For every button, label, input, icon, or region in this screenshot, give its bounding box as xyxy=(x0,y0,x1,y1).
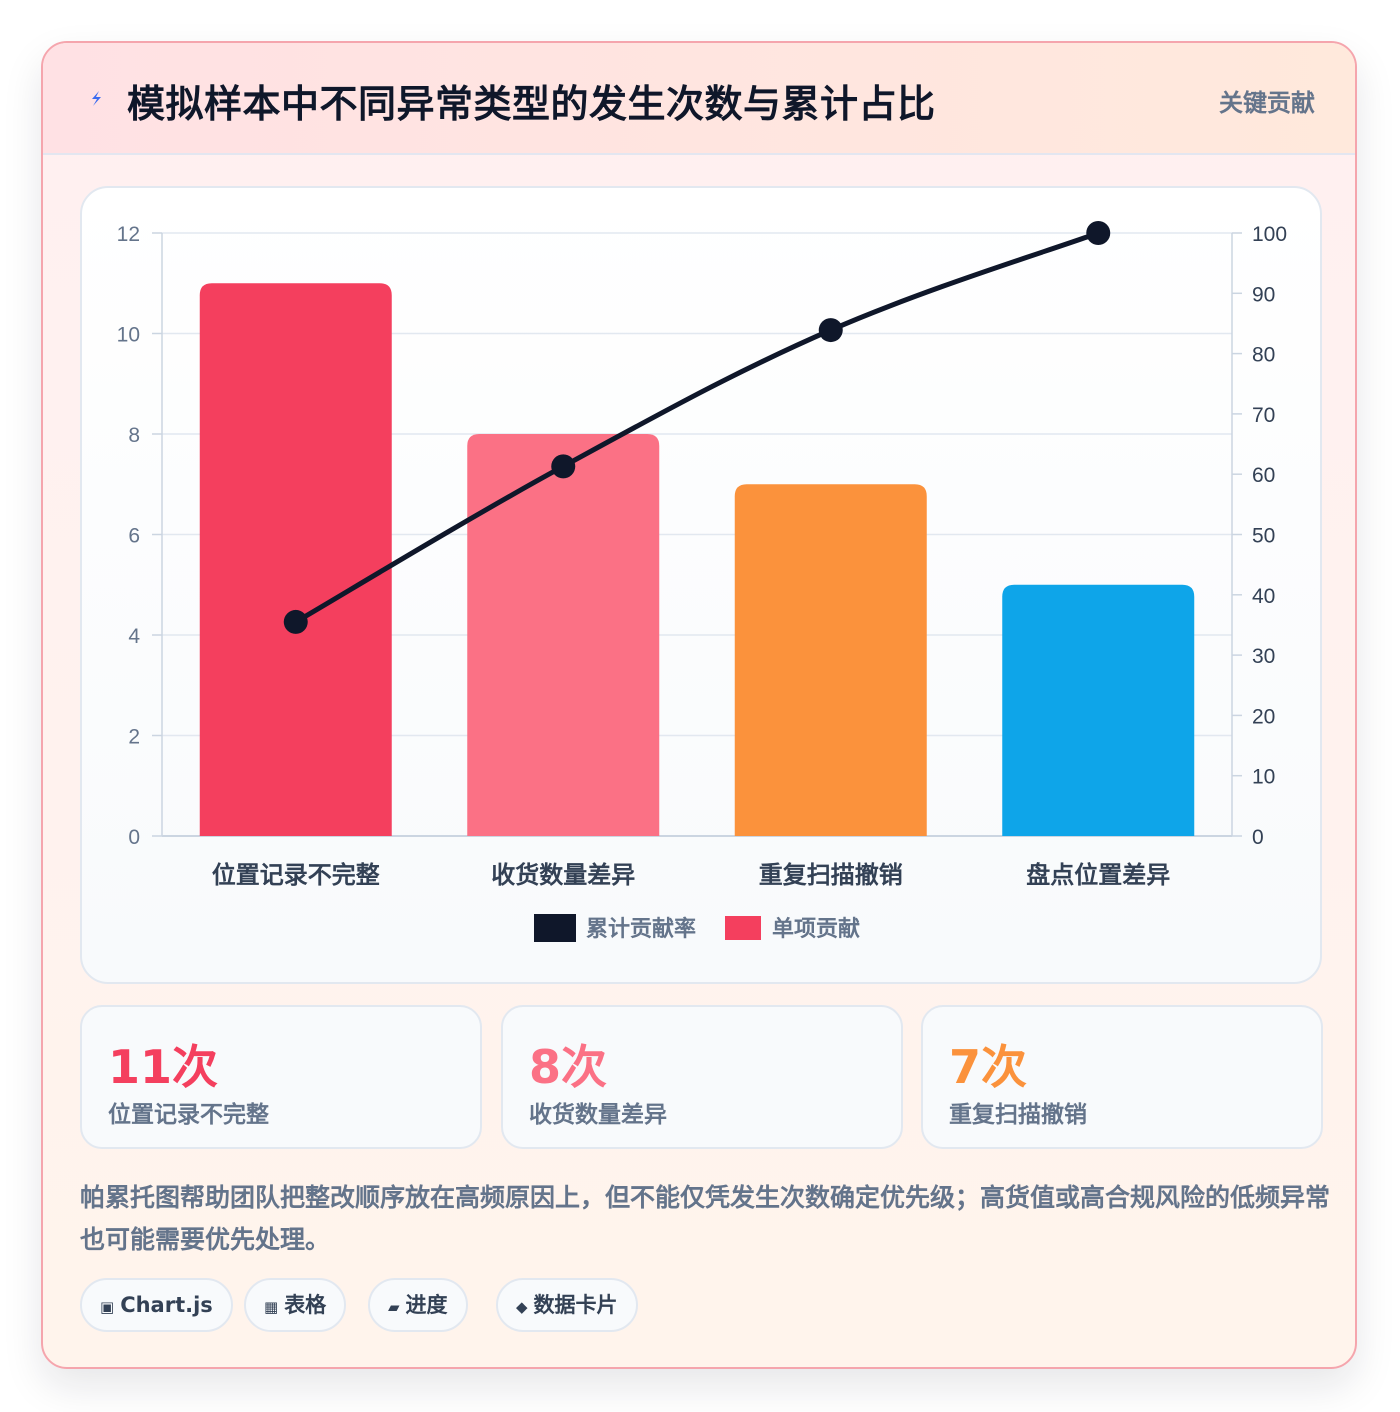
cumulative-point-1 xyxy=(283,609,308,634)
table-icon: ▦ xyxy=(264,1298,279,1316)
left-tick-label: 4 xyxy=(128,625,140,648)
pareto-card: 模拟样本中不同异常类型的发生次数与累计占比 关键贡献 0 2 4 6 8 10 12 0 10 2… xyxy=(41,41,1357,1369)
left-tick-label: 12 xyxy=(117,223,140,246)
stat-label: 重复扫描撤销 xyxy=(949,1102,1087,1128)
right-tick-label: 70 xyxy=(1252,404,1275,427)
legend-label-cumulative: 累计贡献率 xyxy=(586,916,696,942)
stat-value: 7次 xyxy=(949,1040,1028,1094)
chart-title: 模拟样本中不同异常类型的发生次数与累计占比 xyxy=(127,82,936,126)
stat-value: 11次 xyxy=(108,1040,219,1094)
bar-1 xyxy=(199,283,392,836)
right-tick-label: 0 xyxy=(1252,826,1264,849)
lightning-icon xyxy=(92,91,101,106)
tag-label: 数据卡片 xyxy=(533,1293,618,1317)
header-tag: 关键贡献 xyxy=(1219,89,1315,117)
cumulative-line xyxy=(293,230,1101,625)
right-tick-label: 20 xyxy=(1252,705,1275,728)
right-tick-label: 40 xyxy=(1252,585,1275,608)
tag-label: 表格 xyxy=(284,1293,327,1317)
card-header: 模拟样本中不同异常类型的发生次数与累计占比 关键贡献 xyxy=(43,43,1355,155)
chart-icon: ▣ xyxy=(100,1298,115,1316)
pareto-chart: 0 2 4 6 8 10 12 0 10 20 30 40 50 60 70 80 90 100 位置记录不完整 收货… xyxy=(117,221,1287,942)
right-tick-label: 10 xyxy=(1252,766,1275,789)
right-tick-label: 50 xyxy=(1252,525,1275,548)
progress-icon: ▰ xyxy=(388,1298,400,1316)
tag-label: Chart.js xyxy=(120,1293,213,1317)
tag-progress[interactable]: ▰ 进度 xyxy=(368,1278,468,1332)
right-tick-label: 60 xyxy=(1252,464,1275,487)
tag-label: 进度 xyxy=(405,1293,448,1317)
bar-4 xyxy=(1002,584,1195,836)
cumulative-point-2 xyxy=(551,454,576,479)
x-tick-label: 收货数量差异 xyxy=(491,861,635,889)
diamond-icon: ◆ xyxy=(516,1298,528,1316)
chart-panel: 0 2 4 6 8 10 12 0 10 20 30 40 50 60 70 80 90 100 位置记录不完整 收货… xyxy=(80,186,1322,984)
insight-note: 帕累托图帮助团队把整改顺序放在高频原因上，但不能仅凭发生次数确定优先级；高货值或… xyxy=(80,1183,1331,1254)
tag-data-card[interactable]: ◆ 数据卡片 xyxy=(496,1278,638,1332)
cumulative-point-4 xyxy=(1086,221,1111,245)
right-tick-label: 90 xyxy=(1252,283,1275,306)
bar-2 xyxy=(467,434,660,836)
right-tick-label: 100 xyxy=(1252,223,1287,246)
x-tick-label: 重复扫描撤销 xyxy=(759,861,903,889)
right-tick-label: 30 xyxy=(1252,645,1275,668)
stat-label: 位置记录不完整 xyxy=(108,1102,269,1128)
left-tick-label: 2 xyxy=(128,726,140,749)
stat-value: 8次 xyxy=(529,1040,608,1094)
left-tick-label: 0 xyxy=(128,826,140,849)
x-tick-label: 盘点位置差异 xyxy=(1026,861,1170,889)
tag-table[interactable]: ▦ 表格 xyxy=(244,1278,347,1332)
legend-swatch-cumulative xyxy=(534,914,576,942)
stat-label: 收货数量差异 xyxy=(529,1102,667,1128)
left-tick-label: 8 xyxy=(128,424,140,447)
cumulative-point-3 xyxy=(818,318,843,343)
legend-label-single: 单项贡献 xyxy=(772,916,860,942)
bar-3 xyxy=(734,484,927,836)
stat-card-2: 8次 收货数量差异 xyxy=(501,1005,903,1149)
stat-card-1: 11次 位置记录不完整 xyxy=(80,1005,482,1149)
left-tick-label: 10 xyxy=(117,324,140,347)
left-tick-label: 6 xyxy=(128,525,140,548)
legend-swatch-single xyxy=(725,916,761,940)
tag-chartjs[interactable]: ▣ Chart.js xyxy=(80,1278,233,1332)
right-tick-label: 80 xyxy=(1252,344,1275,367)
x-tick-label: 位置记录不完整 xyxy=(212,861,380,889)
stat-card-3: 7次 重复扫描撤销 xyxy=(921,1005,1323,1149)
